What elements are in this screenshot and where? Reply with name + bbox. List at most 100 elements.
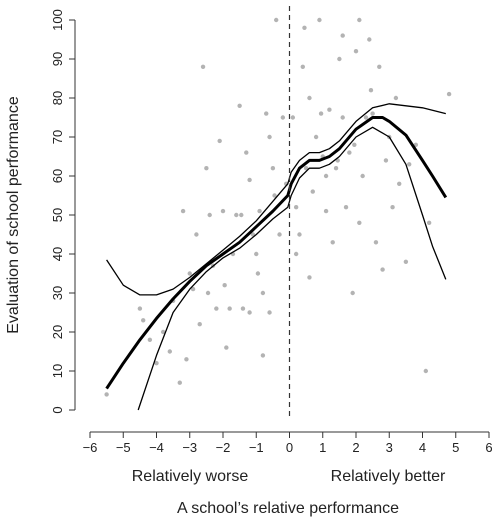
- data-point: [393, 95, 399, 101]
- x-tick-label: 3: [386, 440, 393, 455]
- data-point: [403, 259, 409, 264]
- data-point: [227, 306, 232, 311]
- data-point: [352, 142, 357, 147]
- data-point: [323, 208, 329, 214]
- data-point: [184, 357, 189, 362]
- x-tick-label: −4: [149, 440, 164, 455]
- data-point: [260, 290, 266, 296]
- data-point: [177, 380, 182, 385]
- data-point: [239, 212, 244, 218]
- data-point: [307, 275, 312, 280]
- confidence-band-upper: [106, 103, 446, 296]
- data-point: [200, 64, 206, 70]
- y-tick-label: 50: [50, 208, 65, 222]
- data-point: [317, 17, 322, 23]
- data-point: [368, 88, 374, 93]
- data-point: [237, 103, 242, 109]
- data-point: [217, 138, 222, 144]
- data-point: [426, 220, 432, 225]
- data-point: [370, 111, 375, 116]
- y-tick-label: 10: [50, 364, 65, 378]
- x-tick-label: 4: [419, 440, 426, 455]
- data-point: [390, 205, 395, 210]
- x-tick-label: 5: [452, 440, 459, 455]
- data-point: [347, 150, 352, 155]
- x-axis-ticks: −6 −5 −4 −3 −2 −1 0 1 2 3 4 5 6: [83, 432, 493, 455]
- confidence-band-lower: [137, 126, 447, 411]
- data-point: [254, 251, 259, 257]
- data-point: [141, 318, 146, 323]
- data-point: [340, 115, 345, 120]
- data-point: [300, 64, 305, 70]
- y-tick-label: 100: [50, 9, 65, 31]
- data-point: [214, 306, 219, 311]
- data-point: [204, 166, 209, 171]
- data-point: [194, 232, 199, 237]
- data-point: [147, 337, 153, 342]
- data-point: [407, 162, 412, 167]
- y-axis-ticks: 0 10 20 30 40 50 60 70 80 90 100: [50, 9, 75, 414]
- data-point: [357, 220, 362, 225]
- x-tick-label: 6: [485, 440, 492, 455]
- data-point: [373, 240, 379, 245]
- y-tick-label: 40: [50, 247, 65, 261]
- x-tick-label: −2: [216, 440, 231, 455]
- data-point: [167, 349, 172, 354]
- data-point: [137, 306, 143, 311]
- data-point: [190, 286, 196, 292]
- data-point: [280, 115, 286, 120]
- data-point: [307, 95, 312, 101]
- data-point: [357, 17, 362, 23]
- x-axis-title: A school’s relative performance: [177, 500, 399, 517]
- data-point: [260, 353, 266, 358]
- data-point: [154, 361, 159, 366]
- data-point: [333, 166, 339, 171]
- data-point: [383, 158, 389, 163]
- data-point: [222, 283, 227, 288]
- data-point: [340, 33, 345, 38]
- data-point: [272, 193, 277, 198]
- data-point: [423, 368, 429, 374]
- y-tick-label: 90: [50, 52, 65, 66]
- y-tick-label: 30: [50, 286, 65, 300]
- data-point: [343, 205, 349, 210]
- x-tick-label: 1: [319, 440, 326, 455]
- data-point: [240, 306, 246, 311]
- data-point: [327, 107, 332, 112]
- data-point: [330, 240, 335, 245]
- data-point: [446, 91, 452, 97]
- data-point: [205, 290, 211, 296]
- data-point: [302, 25, 307, 30]
- data-point: [310, 189, 315, 194]
- data-point: [255, 271, 261, 276]
- data-point: [293, 205, 299, 210]
- x-tick-label: −1: [249, 440, 264, 455]
- data-point: [267, 310, 272, 315]
- data-point: [313, 134, 319, 140]
- data-point: [104, 392, 109, 397]
- x-tick-label: 2: [352, 440, 359, 455]
- data-point: [267, 134, 272, 140]
- data-point: [197, 322, 202, 327]
- data-point: [207, 212, 212, 218]
- x-tick-label: −6: [83, 440, 98, 455]
- y-tick-label: 80: [50, 91, 65, 105]
- y-tick-label: 60: [50, 169, 65, 183]
- data-point: [274, 17, 279, 23]
- data-point: [224, 345, 229, 350]
- data-point: [293, 251, 299, 257]
- x-tick-label: −5: [116, 440, 131, 455]
- label-relatively-worse: Relatively worse: [132, 468, 249, 485]
- data-point: [360, 173, 365, 179]
- data-point: [337, 56, 342, 62]
- data-point: [290, 115, 296, 120]
- y-tick-label: 20: [50, 325, 65, 339]
- data-point: [350, 290, 355, 296]
- data-point: [187, 271, 192, 276]
- data-point: [380, 267, 385, 272]
- data-point: [297, 232, 302, 237]
- data-point: [377, 64, 382, 70]
- x-tick-label: 0: [286, 440, 293, 455]
- data-point: [363, 115, 369, 120]
